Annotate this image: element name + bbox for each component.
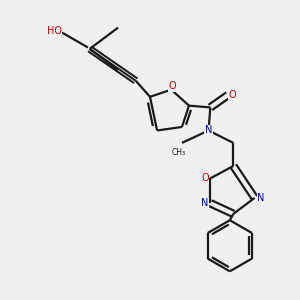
Text: O: O: [201, 173, 209, 183]
Text: O: O: [168, 81, 176, 91]
Text: N: N: [257, 193, 265, 203]
Text: O: O: [229, 90, 236, 100]
Text: HO: HO: [47, 26, 62, 36]
Text: CH₃: CH₃: [171, 148, 185, 157]
Text: N: N: [205, 125, 212, 136]
Text: N: N: [201, 198, 209, 208]
